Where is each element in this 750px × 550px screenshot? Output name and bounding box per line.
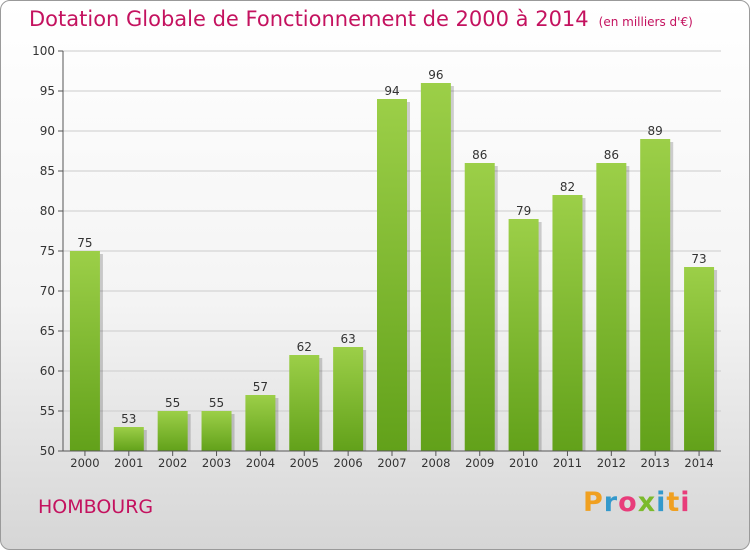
bar-value-label: 96 [428, 68, 443, 82]
chart-title: Dotation Globale de Fonctionnement de 20… [29, 7, 693, 31]
bar-value-label: 86 [604, 148, 619, 162]
y-tick-label: 85 [40, 164, 55, 178]
y-tick-label: 70 [40, 284, 55, 298]
bar [552, 195, 583, 451]
x-tick-label: 2000 [70, 456, 99, 470]
bar-value-label: 79 [516, 204, 531, 218]
y-tick-label: 75 [40, 244, 55, 258]
x-tick-label: 2009 [465, 456, 494, 470]
x-tick-label: 2014 [684, 456, 713, 470]
bar-value-label: 55 [209, 396, 224, 410]
x-tick-label: 2007 [377, 456, 406, 470]
x-tick-label: 2011 [553, 456, 582, 470]
bar [113, 427, 144, 451]
bar [464, 163, 495, 451]
bar-value-label: 63 [340, 332, 355, 346]
y-tick-label: 80 [40, 204, 55, 218]
x-tick-label: 2004 [246, 456, 275, 470]
x-tick-label: 2005 [290, 456, 319, 470]
y-tick-label: 60 [40, 364, 55, 378]
x-tick-label: 2008 [421, 456, 450, 470]
axes [58, 50, 721, 456]
bar-value-label: 86 [472, 148, 487, 162]
bar [596, 163, 627, 451]
bar [333, 347, 364, 451]
x-tick-label: 2010 [509, 456, 538, 470]
bar-value-label: 57 [253, 380, 268, 394]
bar-value-label: 89 [648, 124, 663, 138]
bar [201, 411, 232, 451]
bar-value-label: 53 [121, 412, 136, 426]
bar [640, 139, 671, 451]
x-tick-label: 2013 [641, 456, 670, 470]
bar-value-label: 82 [560, 180, 575, 194]
y-tick-label: 50 [40, 444, 55, 458]
bar [69, 251, 100, 451]
bar [289, 355, 320, 451]
bar-value-label: 75 [77, 236, 92, 250]
x-tick-label: 2012 [597, 456, 626, 470]
bar-value-label: 94 [384, 84, 399, 98]
y-tick-label: 90 [40, 124, 55, 138]
unit-label: (en milliers d'€) [598, 15, 693, 29]
bar-value-label: 73 [691, 252, 706, 266]
x-tick-label: 2003 [202, 456, 231, 470]
y-tick-label: 55 [40, 404, 55, 418]
x-tick-label: 2001 [114, 456, 143, 470]
bar [684, 267, 715, 451]
x-tick-label: 2002 [158, 456, 187, 470]
bar-value-label: 62 [297, 340, 312, 354]
bar [157, 411, 188, 451]
labels: 50 55 60 65 70 75 80 85 90 95 100 75 2000 53 2001 55 200… [32, 44, 714, 470]
x-tick-label: 2006 [333, 456, 362, 470]
bar [420, 83, 451, 451]
title-text: Dotation Globale de Fonctionnement de 20… [29, 7, 589, 31]
y-tick-label: 100 [32, 44, 55, 58]
bar [245, 395, 276, 451]
proxiti-logo: Proxiti [583, 487, 691, 518]
y-tick-label: 95 [40, 84, 55, 98]
bars [69, 83, 718, 451]
y-tick-label: 65 [40, 324, 55, 338]
bar [377, 99, 407, 451]
bar-value-label: 55 [165, 396, 180, 410]
commune-name: HOMBOURG [38, 496, 154, 518]
bar [508, 219, 539, 451]
